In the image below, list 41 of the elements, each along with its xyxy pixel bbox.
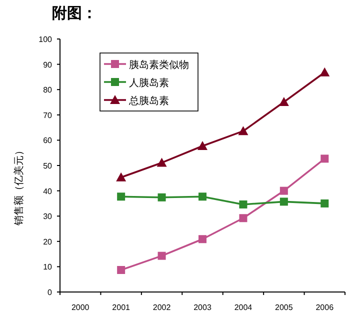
point [239,214,248,222]
point [280,186,288,195]
y-tick-label: 20 [43,237,53,246]
point [280,198,288,206]
y-tick-label: 30 [43,212,53,222]
x-tick-label: 2006 [316,303,334,312]
chart-title: 附图： [52,5,97,22]
point [117,192,126,201]
y-tick-label: 100 [38,35,53,44]
point [320,199,329,208]
x-tick-label: 2002 [152,303,172,312]
y-tick-label: 60 [43,136,53,146]
point [158,252,166,260]
y-tick-label: 50 [43,162,53,170]
x-tick-label: 2004 [234,303,253,312]
x-tick-label: 2000 [71,303,90,312]
point [278,96,289,106]
y-tick-label: 70 [43,110,53,120]
point [117,266,126,274]
point [198,192,206,201]
x-tick-label: 2003 [194,303,212,312]
point [320,67,330,76]
y-tick-label: 10 [43,262,53,272]
y-tick-label: 40 [43,186,53,196]
point [239,200,248,208]
legend-label: 胰岛素类似物 [129,59,189,71]
y-axis-title: 销售额（亿美元） [13,146,25,226]
point [116,172,126,182]
point [156,158,167,167]
y-tick-label: 90 [43,60,53,70]
point [198,141,208,150]
point [238,126,248,136]
legend-label: 总胰岛素 [128,95,169,107]
point [320,154,329,163]
y-tick-label: 80 [43,86,53,95]
point [198,235,206,244]
legend-label: 人胰岛素 [129,77,169,89]
x-tick-label: 2001 [112,303,131,312]
y-tick-label: 0 [48,288,53,297]
point [158,193,166,202]
x-tick-label: 2005 [275,303,294,312]
